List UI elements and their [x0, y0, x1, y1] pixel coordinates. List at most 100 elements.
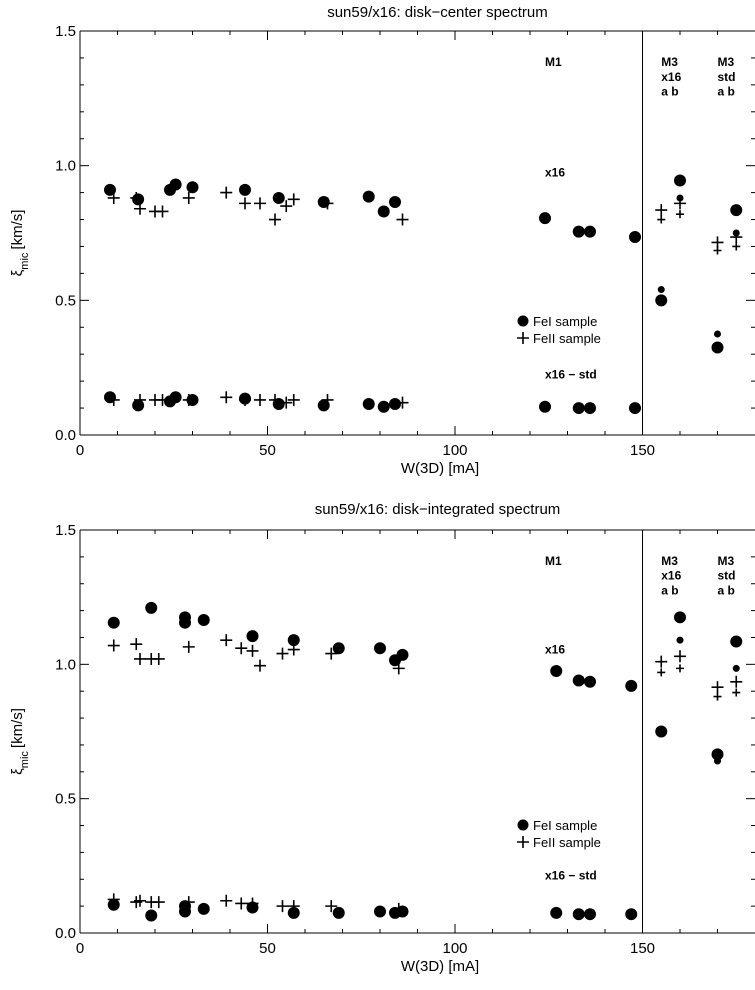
- data-point-circle: [396, 648, 409, 661]
- data-point-plus: [220, 634, 233, 647]
- data-point-plus: [321, 197, 334, 210]
- data-point-plus-small: [732, 688, 741, 697]
- chart-title: sun59/x16: disk−integrated spectrum: [315, 501, 561, 518]
- data-point-plus: [246, 897, 259, 910]
- legend-label-fei: FeI sample: [533, 314, 597, 329]
- data-point-circle: [572, 225, 585, 238]
- data-point-circle: [584, 675, 596, 688]
- data-point-circle: [629, 402, 641, 415]
- data-point-circle: [362, 190, 375, 203]
- annotation: M3: [661, 55, 678, 69]
- data-point-circle: [550, 906, 563, 919]
- data-point-circle: [584, 225, 596, 238]
- data-point-plus: [107, 191, 120, 204]
- data-point-circle: [107, 616, 120, 629]
- legend-marker-feii: [517, 332, 529, 344]
- chart-panel-1: sun59/x16: disk−center spectrum 0 50 100 150…: [9, 4, 755, 477]
- annotation: a b: [661, 85, 678, 99]
- x-axis-label: W(3D) [mA]: [401, 958, 479, 975]
- data-point-plus: [107, 893, 120, 906]
- data-point-plus: [239, 393, 251, 406]
- data-point-plus: [130, 191, 143, 204]
- y-axis-label-main: ξ: [9, 269, 26, 276]
- data-point-circle: [674, 611, 686, 624]
- data-point-plus: [655, 655, 668, 668]
- annotation: x16 − std: [545, 868, 597, 882]
- data-point-plus: [325, 647, 338, 660]
- data-point-plus: [287, 900, 300, 913]
- data-point-plus: [674, 650, 686, 663]
- data-point-circle: [132, 399, 145, 412]
- data-point-circle: [584, 908, 596, 921]
- data-point-circle: [246, 630, 259, 643]
- data-point-circle: [572, 402, 585, 415]
- y-tick-label: 0.0: [55, 925, 76, 942]
- annotation: x16: [661, 70, 681, 84]
- legend-label-feii: FeII sample: [533, 835, 601, 850]
- data-point-plus-small: [657, 668, 666, 677]
- data-point-plus-small: [713, 246, 722, 255]
- data-point-plus: [182, 191, 195, 204]
- data-point-plus: [392, 662, 405, 675]
- data-point-circle: [169, 178, 182, 191]
- y-axis-label-sub: mic: [19, 252, 31, 270]
- data-point-circle: [625, 908, 638, 921]
- legend-label-feii: FeII sample: [533, 331, 601, 346]
- data-point-circle: [374, 642, 386, 655]
- data-point-circle-small: [714, 757, 721, 765]
- annotation: std: [718, 70, 736, 84]
- data-point-plus: [107, 393, 120, 406]
- data-point-circle: [730, 635, 743, 648]
- x-tick-label: 100: [442, 940, 467, 957]
- data-point-plus: [156, 205, 169, 218]
- data-point-circle: [572, 908, 585, 921]
- annotation: a b: [661, 583, 678, 597]
- data-point-plus: [182, 896, 195, 909]
- data-point-plus: [152, 652, 165, 665]
- y-axis-label-unit: [km/s]: [9, 708, 26, 748]
- data-point-plus: [182, 393, 195, 406]
- data-point-circle: [197, 614, 210, 627]
- chart-panel-2: sun59/x16: disk−integrated spectrum 0 50 10…: [9, 501, 755, 975]
- data-point-circle: [332, 906, 345, 919]
- data-point-plus: [254, 197, 266, 210]
- data-point-circle: [145, 601, 158, 614]
- y-axis-label: ξmic [km/s]: [9, 708, 31, 775]
- data-point-plus: [711, 236, 724, 249]
- y-tick-label: 0.0: [55, 427, 76, 444]
- data-point-plus: [325, 900, 338, 913]
- data-point-plus: [134, 652, 146, 665]
- data-point-circle: [389, 196, 401, 209]
- data-point-circle: [674, 174, 686, 187]
- y-tick-label: 0.5: [55, 292, 76, 309]
- data-point-circle: [550, 665, 563, 678]
- data-point-plus: [287, 193, 300, 206]
- annotation: x16: [545, 643, 565, 657]
- data-point-circle-small: [676, 636, 684, 644]
- y-axis-label: ξmic [km/s]: [9, 210, 31, 277]
- data-point-plus: [396, 396, 409, 409]
- data-point-circle: [377, 400, 390, 413]
- data-point-plus: [220, 186, 233, 199]
- data-point-plus-small: [676, 210, 684, 219]
- annotation: M3: [718, 554, 735, 568]
- annotation: a b: [718, 85, 735, 99]
- data-point-circle: [332, 642, 345, 655]
- legend-marker-feii: [517, 836, 529, 848]
- data-point-plus: [730, 675, 743, 688]
- data-point-plus: [220, 391, 233, 404]
- data-point-plus: [246, 644, 259, 657]
- data-point-circle: [239, 183, 251, 196]
- data-point-plus: [276, 900, 289, 913]
- y-tick-label: 0.5: [55, 791, 76, 808]
- data-point-circle-small: [657, 728, 665, 735]
- y-axis-label-sub: mic: [19, 751, 31, 769]
- annotation: M3: [718, 55, 735, 69]
- data-point-plus: [254, 659, 266, 672]
- data-point-plus: [235, 897, 248, 910]
- x-tick-label: 150: [630, 442, 655, 459]
- y-axis-label-main: ξ: [9, 768, 26, 775]
- data-point-circle: [389, 398, 401, 411]
- data-point-plus: [269, 393, 281, 406]
- data-point-circle: [711, 341, 724, 354]
